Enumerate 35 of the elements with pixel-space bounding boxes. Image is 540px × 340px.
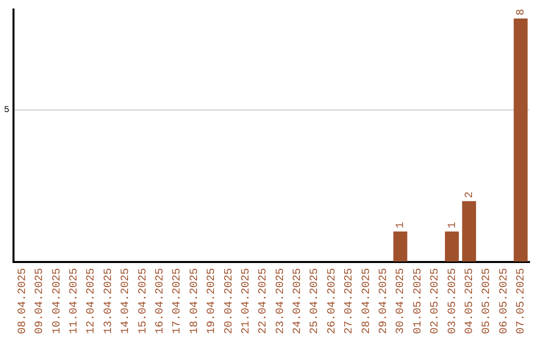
y-tick-label: 5 <box>4 105 10 116</box>
x-tick-label: 06.05.2025 <box>498 268 510 334</box>
data-label: 2 <box>464 192 476 198</box>
x-tick-label: 08.04.2025 <box>16 268 29 334</box>
x-tick-label: 30.04.2025 <box>395 268 408 334</box>
data-label: 1 <box>395 222 408 229</box>
x-tick-label: 13.04.2025 <box>102 268 115 334</box>
x-tick-label: 19.04.2025 <box>206 268 218 334</box>
x-tick-label: 07.05.2025 <box>516 268 528 334</box>
x-tick-label: 16.04.2025 <box>154 268 166 334</box>
x-tick-label: 09.04.2025 <box>34 268 46 334</box>
x-tick-label: 27.04.2025 <box>344 268 356 334</box>
x-tick-label: 25.04.2025 <box>309 268 322 334</box>
x-tick-label: 04.05.2025 <box>464 268 476 334</box>
x-tick-label: 05.05.2025 <box>481 268 494 334</box>
x-tick-label: 21.04.2025 <box>240 268 252 334</box>
x-tick-label: 15.04.2025 <box>137 268 150 334</box>
x-tick-label: 29.04.2025 <box>378 268 390 334</box>
x-tick-label: 17.04.2025 <box>172 268 184 334</box>
x-tick-label: 22.04.2025 <box>258 268 270 334</box>
x-tick-label: 18.04.2025 <box>188 268 201 334</box>
x-tick-label: 12.04.2025 <box>86 268 98 334</box>
x-tick-label: 28.04.2025 <box>360 268 373 334</box>
x-tick-label: 24.04.2025 <box>292 268 304 334</box>
x-tick-label: 03.05.2025 <box>446 268 459 334</box>
x-tick-label: 26.04.2025 <box>326 268 338 334</box>
x-tick-label: 01.05.2025 <box>412 268 424 334</box>
data-label: 1 <box>446 222 459 229</box>
x-tick-label: 14.04.2025 <box>120 268 132 334</box>
x-tick-label: 11.04.2025 <box>68 268 80 334</box>
data-label: 8 <box>516 8 528 16</box>
x-tick-label: 10.04.2025 <box>51 268 64 334</box>
x-tick-label: 23.04.2025 <box>274 268 287 334</box>
x-tick-label: 20.04.2025 <box>223 268 236 334</box>
x-tick-label: 02.05.2025 <box>430 268 442 334</box>
